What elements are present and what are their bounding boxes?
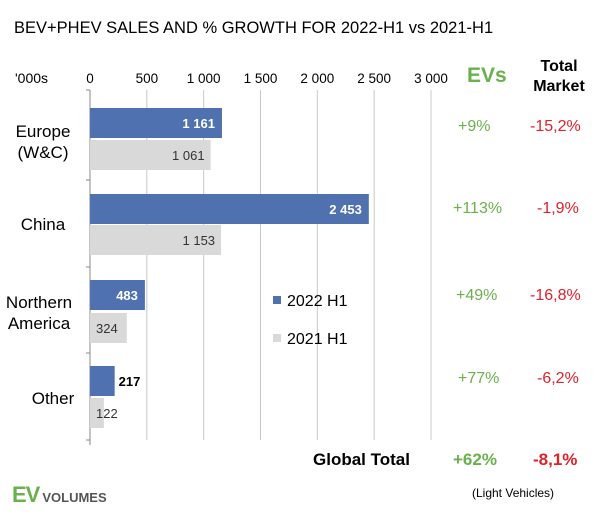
logo-ev: EV — [12, 482, 40, 507]
ev-growth-china: +113% — [453, 200, 503, 217]
bar-value-label: 1 153 — [183, 233, 216, 248]
x-tick-label: 2 000 — [300, 71, 334, 86]
evs-column-header: EVs — [467, 64, 507, 87]
region-label-line1: China — [20, 215, 66, 234]
total-market-column-header: Total Market — [530, 57, 588, 97]
bar-value-label: 1 061 — [172, 148, 205, 163]
global-total-label: Global Total — [313, 450, 410, 469]
footnote: (Light Vehicles) — [472, 486, 555, 500]
x-tick-label: 1 000 — [187, 71, 221, 86]
bar-value-label: 2 453 — [329, 202, 362, 217]
bar-2021-h1 — [90, 140, 211, 170]
bar-value-label: 483 — [116, 288, 138, 303]
region-label-other: Other — [10, 388, 96, 409]
region-label-line1: Northern — [5, 293, 73, 312]
global-total-market: -8,1% — [533, 450, 578, 469]
total-market-header-line1: Total — [540, 58, 578, 75]
x-tick-label: 0 — [86, 71, 94, 86]
x-tick-label: 3 000 — [414, 71, 448, 86]
ev-growth-northern-america: +49% — [456, 287, 498, 304]
bar-value-label: 1 161 — [182, 116, 215, 131]
total-market-china: -1,9% — [537, 200, 579, 217]
ev-growth-europe: +9% — [458, 118, 491, 135]
bar-value-label: 217 — [119, 374, 141, 389]
region-label-line1: Europe — [15, 122, 71, 141]
units-label: '000s — [15, 70, 49, 86]
bar-value-label: 122 — [96, 406, 118, 421]
region-label-line2: (W&C) — [17, 143, 69, 162]
bar-value-label: 324 — [96, 321, 118, 336]
bar-2021-h1 — [90, 313, 127, 343]
total-market-northern-america: -16,8% — [530, 287, 581, 304]
ev-growth-other: +77% — [458, 370, 500, 387]
logo-volumes: VOLUMES — [42, 490, 107, 505]
legend-label: 2021 H1 — [287, 331, 348, 348]
ev-volumes-logo: EV VOLUMES — [12, 482, 107, 508]
legend-swatch-2022-h1 — [273, 296, 281, 304]
x-tick-label: 1 500 — [244, 71, 278, 86]
total-market-europe: -15,2% — [530, 118, 581, 135]
bar-2022-h1 — [90, 194, 369, 224]
legend-swatch-2021-h1 — [273, 334, 281, 342]
region-label-europe: Europe (W&C) — [0, 121, 86, 163]
chart-title: BEV+PHEV SALES AND % GROWTH FOR 2022-H1 … — [14, 19, 494, 37]
region-label-china: China — [0, 214, 86, 235]
region-label-northern-america: Northern America — [0, 292, 82, 334]
bar-2021-h1 — [90, 225, 222, 255]
bar-2021-h1 — [90, 398, 104, 428]
region-label-line2: America — [7, 314, 71, 333]
bar-2022-h1 — [90, 366, 115, 396]
total-market-other: -6,2% — [537, 370, 579, 387]
bar-2022-h1 — [90, 280, 145, 310]
total-market-header-line2: Market — [533, 78, 585, 95]
x-tick-label: 500 — [136, 71, 159, 86]
x-tick-label: 2 500 — [357, 71, 391, 86]
region-label-line1: Other — [31, 389, 75, 408]
bar-2022-h1 — [90, 108, 222, 138]
legend-label: 2022 H1 — [287, 293, 348, 310]
global-ev-growth: +62% — [453, 450, 497, 469]
